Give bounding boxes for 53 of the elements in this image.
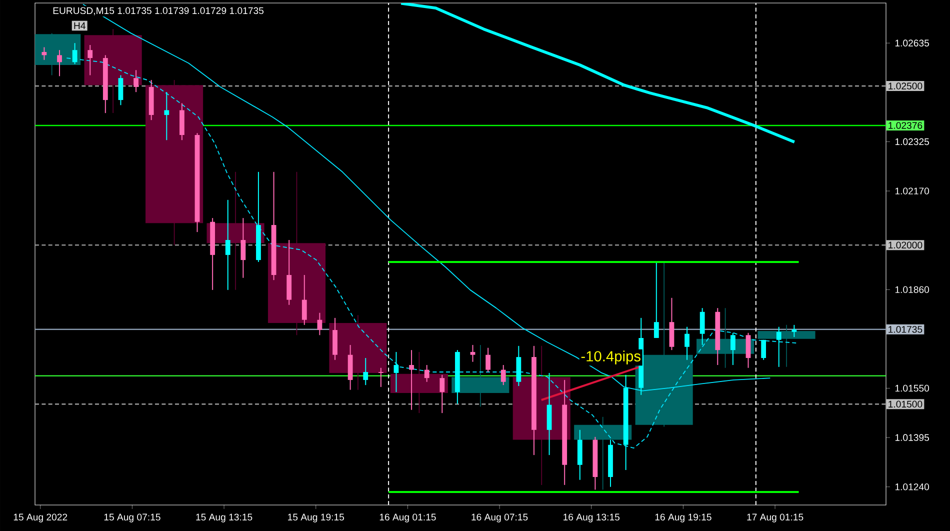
line-series (400, 2, 796, 144)
annotation: H4 (74, 22, 86, 30)
y-tick-label: 1.02170 (895, 188, 930, 194)
y-tick-label: 1.01395 (895, 434, 930, 441)
candlestick (164, 92, 170, 141)
x-tick-label: 15 Aug 19:15 (288, 514, 344, 522)
candlestick (792, 324, 797, 338)
candlestick (378, 367, 384, 388)
candlestick (654, 262, 659, 338)
candlestick (409, 350, 414, 410)
x-tick-label: 15 Aug 07:15 (104, 514, 160, 522)
x-tick-label: 17 Aug 01:15 (747, 514, 804, 522)
ref-line-label: 1.01735 (888, 326, 922, 333)
candlestick (225, 199, 230, 290)
candlestick (363, 358, 368, 386)
ref-line-label: 1.02000 (888, 242, 922, 248)
candlestick (424, 364, 430, 382)
candlestick (240, 218, 246, 278)
candlestick (746, 332, 751, 368)
annotation: -10.4pips (581, 350, 640, 364)
candlestick (440, 374, 445, 414)
x-tick-label: 16 Aug 01:15 (380, 514, 436, 522)
x-tick-label: 16 Aug 13:15 (564, 514, 620, 522)
y-tick-label: 1.02325 (895, 138, 930, 146)
candlestick (761, 339, 766, 360)
candlestick (302, 274, 307, 326)
candlestick (57, 50, 62, 77)
y-tick-label: 1.01550 (895, 384, 930, 392)
x-tick-label: 16 Aug 19:15 (655, 514, 712, 522)
ref-line-label: 1.01500 (888, 400, 922, 408)
candlestick (394, 351, 399, 393)
candlestick (700, 308, 705, 346)
y-tick-label: 1.01860 (895, 286, 930, 294)
candlestick (42, 46, 47, 60)
candlestick (500, 364, 506, 386)
candlestick (118, 74, 124, 106)
candlestick (776, 326, 782, 368)
y-tick-label: 1.01240 (895, 483, 930, 490)
y-tick-label: 1.02635 (895, 40, 930, 46)
x-tick-label: 16 Aug 07:15 (472, 514, 528, 522)
ref-line-label: 1.02500 (888, 82, 922, 90)
candlestick (730, 332, 736, 366)
ref-line-label: 1.02376 (888, 122, 922, 129)
chart-title: EURUSD,M15 1.01735 1.01739 1.01729 1.01735 (53, 7, 264, 16)
candlestick (684, 326, 690, 360)
x-tick-label: 15 Aug 13:15 (196, 514, 252, 522)
candlestick (134, 70, 138, 93)
candlestick (72, 42, 78, 65)
candlestick (88, 44, 93, 76)
x-tick-label: 15 Aug 2022 (14, 514, 68, 522)
candlestick (317, 312, 322, 336)
candlestick (486, 347, 491, 373)
candlestick (470, 344, 476, 362)
